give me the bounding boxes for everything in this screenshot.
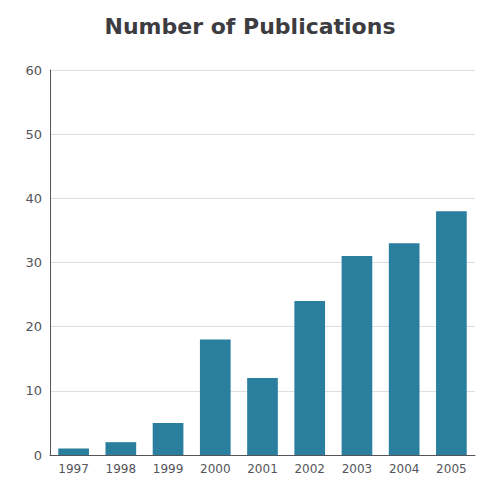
svg-text:1999: 1999 — [153, 462, 184, 476]
svg-text:Number of Publications: Number of Publications — [105, 14, 396, 39]
svg-text:2003: 2003 — [342, 462, 373, 476]
svg-text:2004: 2004 — [389, 462, 420, 476]
svg-text:30: 30 — [25, 255, 42, 270]
svg-text:10: 10 — [25, 383, 42, 398]
svg-text:40: 40 — [25, 191, 42, 206]
svg-text:2002: 2002 — [294, 462, 325, 476]
svg-text:1998: 1998 — [106, 462, 137, 476]
svg-text:50: 50 — [25, 127, 42, 142]
svg-text:2001: 2001 — [247, 462, 278, 476]
svg-text:1997: 1997 — [58, 462, 89, 476]
svg-text:2000: 2000 — [200, 462, 231, 476]
svg-text:2005: 2005 — [436, 462, 467, 476]
svg-text:60: 60 — [25, 63, 42, 78]
svg-text:20: 20 — [25, 319, 42, 334]
svg-text:0: 0 — [34, 448, 42, 463]
